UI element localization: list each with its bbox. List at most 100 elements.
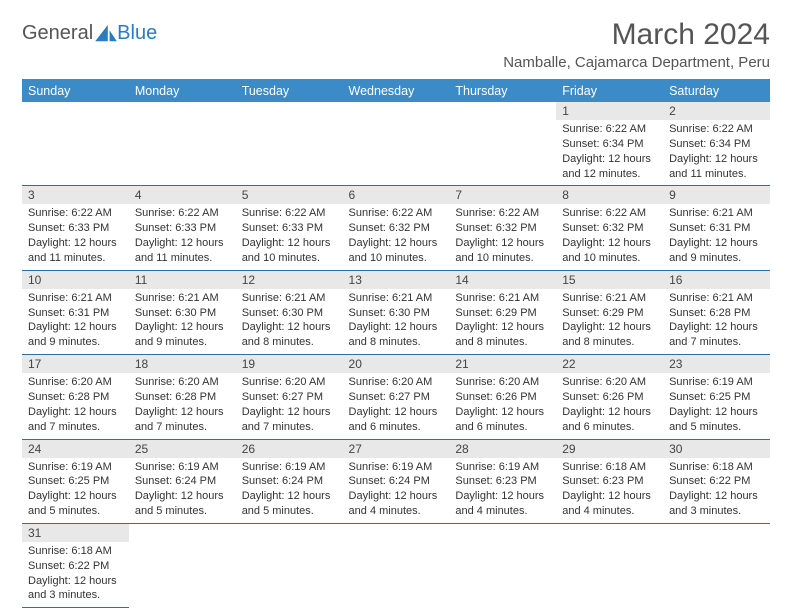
day-data: Sunrise: 6:22 AMSunset: 6:34 PMDaylight:… — [663, 120, 770, 185]
day-number: 20 — [343, 355, 450, 373]
day-number: 29 — [556, 440, 663, 458]
calendar-cell: 13Sunrise: 6:21 AMSunset: 6:30 PMDayligh… — [343, 270, 450, 354]
day-data: Sunrise: 6:22 AMSunset: 6:32 PMDaylight:… — [556, 204, 663, 269]
day-data: Sunrise: 6:21 AMSunset: 6:28 PMDaylight:… — [663, 289, 770, 354]
weekday-header: Sunday — [22, 80, 129, 103]
calendar-cell: 6Sunrise: 6:22 AMSunset: 6:32 PMDaylight… — [343, 186, 450, 270]
day-number: 18 — [129, 355, 236, 373]
calendar-week-row: 24Sunrise: 6:19 AMSunset: 6:25 PMDayligh… — [22, 439, 770, 523]
day-number: 23 — [663, 355, 770, 373]
calendar-cell: 29Sunrise: 6:18 AMSunset: 6:23 PMDayligh… — [556, 439, 663, 523]
calendar-cell: 12Sunrise: 6:21 AMSunset: 6:30 PMDayligh… — [236, 270, 343, 354]
day-data: Sunrise: 6:18 AMSunset: 6:22 PMDaylight:… — [22, 542, 129, 607]
calendar-cell: 8Sunrise: 6:22 AMSunset: 6:32 PMDaylight… — [556, 186, 663, 270]
day-number: 3 — [22, 186, 129, 204]
day-number: 7 — [449, 186, 556, 204]
calendar-week-row: 1Sunrise: 6:22 AMSunset: 6:34 PMDaylight… — [22, 102, 770, 186]
day-data: Sunrise: 6:18 AMSunset: 6:23 PMDaylight:… — [556, 458, 663, 523]
day-number: 28 — [449, 440, 556, 458]
sail-icon — [95, 25, 117, 43]
day-data: Sunrise: 6:21 AMSunset: 6:30 PMDaylight:… — [236, 289, 343, 354]
logo-text-blue: Blue — [117, 22, 157, 45]
calendar-cell: 14Sunrise: 6:21 AMSunset: 6:29 PMDayligh… — [449, 270, 556, 354]
day-number: 16 — [663, 271, 770, 289]
day-data: Sunrise: 6:22 AMSunset: 6:33 PMDaylight:… — [129, 204, 236, 269]
calendar-cell — [343, 102, 450, 186]
day-number: 8 — [556, 186, 663, 204]
day-data: Sunrise: 6:22 AMSunset: 6:33 PMDaylight:… — [236, 204, 343, 269]
day-data: Sunrise: 6:21 AMSunset: 6:30 PMDaylight:… — [343, 289, 450, 354]
day-number: 6 — [343, 186, 450, 204]
day-data: Sunrise: 6:19 AMSunset: 6:24 PMDaylight:… — [343, 458, 450, 523]
calendar-cell — [236, 102, 343, 186]
day-number: 10 — [22, 271, 129, 289]
day-data: Sunrise: 6:22 AMSunset: 6:34 PMDaylight:… — [556, 120, 663, 185]
day-number: 21 — [449, 355, 556, 373]
calendar-week-row: 17Sunrise: 6:20 AMSunset: 6:28 PMDayligh… — [22, 355, 770, 439]
calendar-cell: 19Sunrise: 6:20 AMSunset: 6:27 PMDayligh… — [236, 355, 343, 439]
day-data: Sunrise: 6:21 AMSunset: 6:29 PMDaylight:… — [556, 289, 663, 354]
calendar-cell — [236, 523, 343, 607]
day-data: Sunrise: 6:19 AMSunset: 6:24 PMDaylight:… — [236, 458, 343, 523]
calendar-cell: 16Sunrise: 6:21 AMSunset: 6:28 PMDayligh… — [663, 270, 770, 354]
calendar-week-row: 3Sunrise: 6:22 AMSunset: 6:33 PMDaylight… — [22, 186, 770, 270]
calendar-cell — [343, 523, 450, 607]
calendar-cell: 4Sunrise: 6:22 AMSunset: 6:33 PMDaylight… — [129, 186, 236, 270]
day-data: Sunrise: 6:20 AMSunset: 6:28 PMDaylight:… — [22, 373, 129, 438]
day-data: Sunrise: 6:19 AMSunset: 6:25 PMDaylight:… — [663, 373, 770, 438]
day-data: Sunrise: 6:21 AMSunset: 6:30 PMDaylight:… — [129, 289, 236, 354]
day-number: 12 — [236, 271, 343, 289]
calendar-cell: 30Sunrise: 6:18 AMSunset: 6:22 PMDayligh… — [663, 439, 770, 523]
calendar-cell: 15Sunrise: 6:21 AMSunset: 6:29 PMDayligh… — [556, 270, 663, 354]
calendar-table: SundayMondayTuesdayWednesdayThursdayFrid… — [22, 79, 770, 608]
calendar-cell: 21Sunrise: 6:20 AMSunset: 6:26 PMDayligh… — [449, 355, 556, 439]
logo-text-general: General — [22, 22, 93, 45]
calendar-header: SundayMondayTuesdayWednesdayThursdayFrid… — [22, 80, 770, 103]
calendar-cell — [556, 523, 663, 607]
weekday-header: Friday — [556, 80, 663, 103]
location-subtitle: Namballe, Cajamarca Department, Peru — [503, 54, 770, 71]
logo: General Blue — [22, 22, 157, 45]
calendar-cell — [129, 102, 236, 186]
weekday-header: Tuesday — [236, 80, 343, 103]
calendar-week-row: 31Sunrise: 6:18 AMSunset: 6:22 PMDayligh… — [22, 523, 770, 607]
calendar-cell: 1Sunrise: 6:22 AMSunset: 6:34 PMDaylight… — [556, 102, 663, 186]
day-data: Sunrise: 6:19 AMSunset: 6:24 PMDaylight:… — [129, 458, 236, 523]
weekday-header: Saturday — [663, 80, 770, 103]
day-number: 5 — [236, 186, 343, 204]
day-number: 14 — [449, 271, 556, 289]
day-number: 1 — [556, 102, 663, 120]
day-data: Sunrise: 6:20 AMSunset: 6:28 PMDaylight:… — [129, 373, 236, 438]
day-data: Sunrise: 6:22 AMSunset: 6:33 PMDaylight:… — [22, 204, 129, 269]
day-data: Sunrise: 6:19 AMSunset: 6:25 PMDaylight:… — [22, 458, 129, 523]
calendar-cell — [449, 523, 556, 607]
day-number: 27 — [343, 440, 450, 458]
day-data: Sunrise: 6:21 AMSunset: 6:31 PMDaylight:… — [22, 289, 129, 354]
calendar-cell — [22, 102, 129, 186]
day-data: Sunrise: 6:20 AMSunset: 6:27 PMDaylight:… — [343, 373, 450, 438]
calendar-cell: 7Sunrise: 6:22 AMSunset: 6:32 PMDaylight… — [449, 186, 556, 270]
day-data: Sunrise: 6:21 AMSunset: 6:31 PMDaylight:… — [663, 204, 770, 269]
calendar-cell: 9Sunrise: 6:21 AMSunset: 6:31 PMDaylight… — [663, 186, 770, 270]
calendar-cell: 3Sunrise: 6:22 AMSunset: 6:33 PMDaylight… — [22, 186, 129, 270]
day-number: 17 — [22, 355, 129, 373]
day-data: Sunrise: 6:18 AMSunset: 6:22 PMDaylight:… — [663, 458, 770, 523]
calendar-cell: 17Sunrise: 6:20 AMSunset: 6:28 PMDayligh… — [22, 355, 129, 439]
day-number: 31 — [22, 524, 129, 542]
weekday-header: Thursday — [449, 80, 556, 103]
month-title: March 2024 — [503, 18, 770, 52]
calendar-cell: 24Sunrise: 6:19 AMSunset: 6:25 PMDayligh… — [22, 439, 129, 523]
calendar-cell: 22Sunrise: 6:20 AMSunset: 6:26 PMDayligh… — [556, 355, 663, 439]
day-data: Sunrise: 6:19 AMSunset: 6:23 PMDaylight:… — [449, 458, 556, 523]
calendar-cell: 26Sunrise: 6:19 AMSunset: 6:24 PMDayligh… — [236, 439, 343, 523]
day-number: 30 — [663, 440, 770, 458]
weekday-header: Monday — [129, 80, 236, 103]
calendar-cell: 23Sunrise: 6:19 AMSunset: 6:25 PMDayligh… — [663, 355, 770, 439]
day-data: Sunrise: 6:22 AMSunset: 6:32 PMDaylight:… — [343, 204, 450, 269]
calendar-cell — [449, 102, 556, 186]
day-number: 13 — [343, 271, 450, 289]
calendar-cell: 28Sunrise: 6:19 AMSunset: 6:23 PMDayligh… — [449, 439, 556, 523]
weekday-header: Wednesday — [343, 80, 450, 103]
day-number: 15 — [556, 271, 663, 289]
header: General Blue March 2024 Namballe, Cajama… — [22, 18, 770, 77]
